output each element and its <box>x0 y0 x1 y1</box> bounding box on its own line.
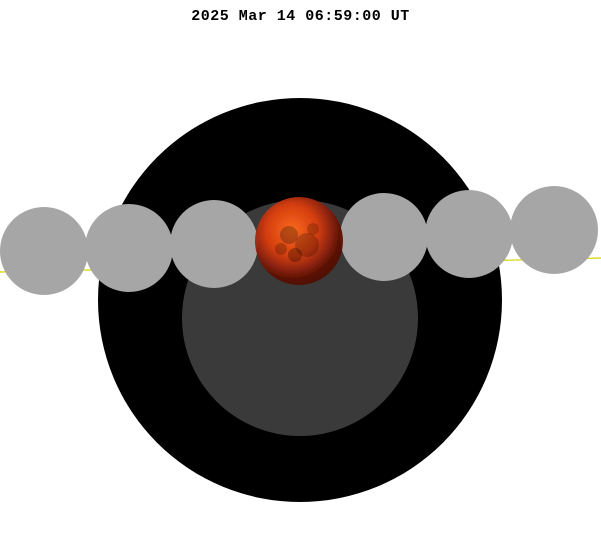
moon-position <box>0 207 88 295</box>
moon-position <box>510 186 598 274</box>
eclipsed-moon <box>255 197 343 285</box>
moon-position <box>85 204 173 292</box>
eclipse-svg <box>0 0 601 560</box>
moon-position <box>170 200 258 288</box>
moon-position <box>425 190 513 278</box>
eclipse-diagram: 2025 Mar 14 06:59:00 UT <box>0 0 601 560</box>
timestamp-title: 2025 Mar 14 06:59:00 UT <box>0 8 601 25</box>
moon-position <box>340 193 428 281</box>
